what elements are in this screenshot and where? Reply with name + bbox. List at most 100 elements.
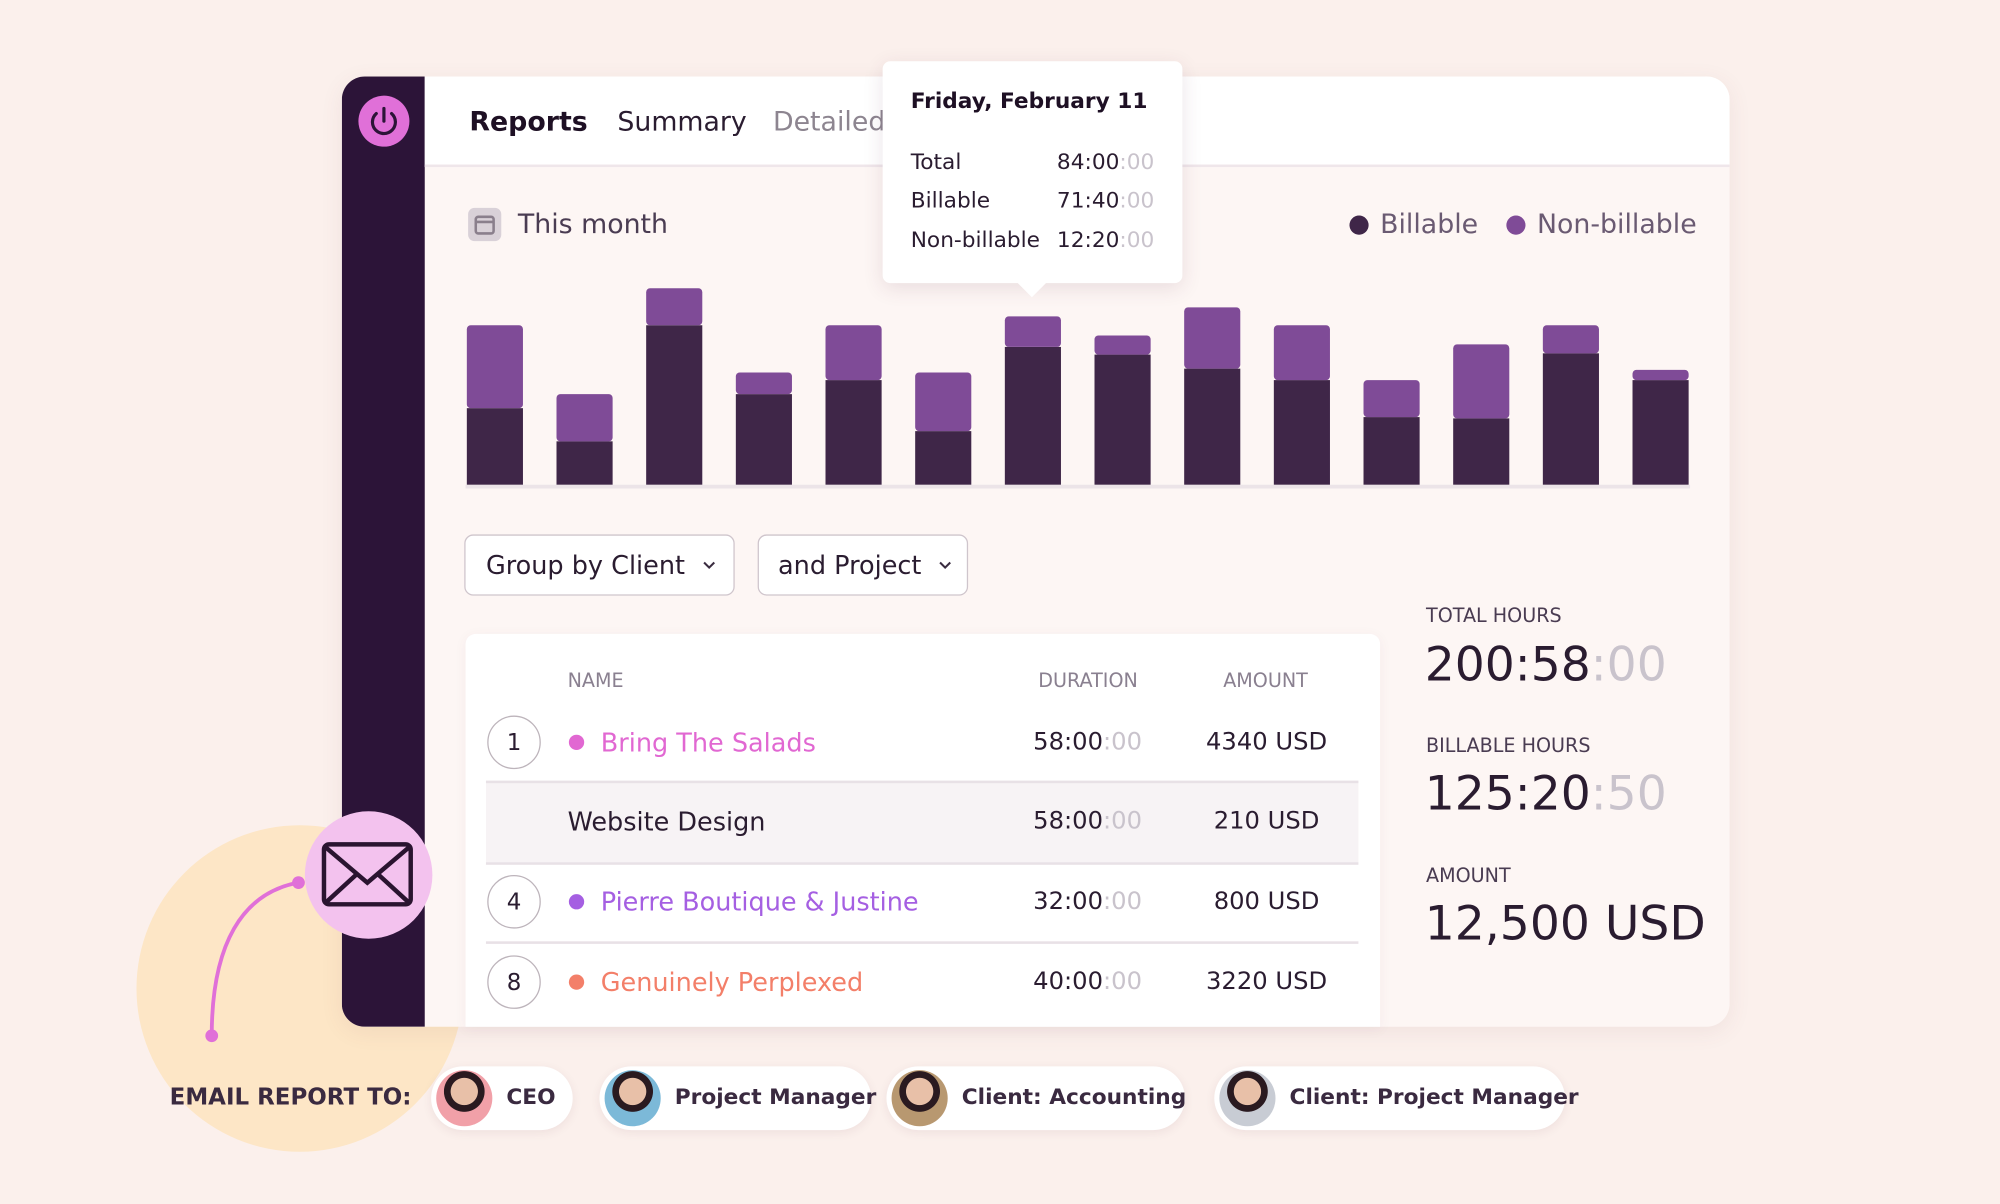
client-name[interactable]: Genuinely Perplexed xyxy=(600,966,864,998)
recipient-name: Client: Project Manager xyxy=(1289,1084,1579,1111)
divider xyxy=(485,780,1359,783)
period-label[interactable]: This month xyxy=(517,208,669,240)
chevron xyxy=(703,561,716,570)
email-connector xyxy=(205,876,305,1043)
dropdown[interactable] xyxy=(464,534,735,596)
seconds: :00 xyxy=(1119,188,1155,214)
tooltip-title: Friday, February 11 xyxy=(910,88,1148,115)
logo[interactable] xyxy=(358,95,410,147)
column-header: NAME xyxy=(567,668,624,692)
duration: 32:00:00 xyxy=(1033,887,1143,916)
amount: 4340 USD xyxy=(1205,727,1328,756)
tooltip-label: Billable xyxy=(910,188,991,214)
client-dot xyxy=(568,734,585,750)
bar-segment xyxy=(1273,380,1330,485)
bar-segment xyxy=(1184,307,1241,369)
project-name[interactable]: Website Design xyxy=(567,806,766,837)
duration-seconds: :00 xyxy=(1103,967,1143,996)
bar-segment xyxy=(1363,380,1420,418)
duration-main: 58:00 xyxy=(1033,806,1104,835)
row-number-text: 4 xyxy=(506,888,522,916)
client-name[interactable]: Pierre Boutique & Justine xyxy=(600,886,919,918)
bar-segment xyxy=(1004,346,1061,485)
avatar xyxy=(891,1070,948,1127)
bar-segment xyxy=(646,325,703,485)
row-number-text: 1 xyxy=(506,728,522,756)
seconds: :00 xyxy=(1119,149,1155,176)
legend-label: Billable xyxy=(1380,208,1479,240)
bar-segment xyxy=(735,372,792,395)
recipient-name: Client: Accounting xyxy=(961,1084,1187,1111)
duration-seconds: :00 xyxy=(1103,887,1143,916)
tooltip-label: Total xyxy=(910,149,962,176)
stat-seconds: :50 xyxy=(1590,765,1667,821)
divider xyxy=(485,862,1359,865)
bar-segment xyxy=(466,408,523,485)
row-number-text: 8 xyxy=(506,968,522,996)
stat-main: 125:20 xyxy=(1424,765,1591,821)
duration: 58:00:00 xyxy=(1033,809,1142,833)
dropdown[interactable] xyxy=(757,534,969,596)
tooltip-value: 71:40:00 xyxy=(1057,188,1155,214)
bar-segment xyxy=(825,380,882,485)
avatar xyxy=(604,1070,661,1127)
amount: 800 USD xyxy=(1213,887,1320,916)
bar-segment xyxy=(1094,354,1151,485)
bar-segment xyxy=(1453,418,1510,485)
row-number: 1 xyxy=(487,715,541,770)
dropdown-label[interactable]: and Project xyxy=(778,549,922,581)
tab[interactable]: Reports xyxy=(469,106,588,138)
legend-dot xyxy=(1349,215,1369,235)
email-label: EMAIL REPORT TO: xyxy=(169,1084,412,1111)
divider xyxy=(485,941,1359,944)
bar-segment xyxy=(556,394,613,442)
stat-main: 200:58 xyxy=(1424,637,1591,692)
tooltip-value: 84:00:00 xyxy=(1057,152,1154,174)
duration: 40:00:00 xyxy=(1033,967,1143,996)
client-name[interactable]: Bring The Salads xyxy=(600,727,816,758)
recipient-name: Project Manager xyxy=(674,1084,877,1111)
tab[interactable]: Detailed xyxy=(772,106,886,138)
stat-label: AMOUNT xyxy=(1426,864,1511,888)
envelope-icon xyxy=(321,842,413,907)
legend-dot xyxy=(1506,215,1526,235)
time: 84:00 xyxy=(1056,149,1120,176)
client-dot xyxy=(568,894,585,910)
time: 12:20 xyxy=(1056,227,1120,254)
bar-segment xyxy=(1542,353,1599,485)
bar-segment xyxy=(1453,344,1510,419)
calendar-icon xyxy=(468,207,502,242)
row-highlight xyxy=(485,781,1359,863)
row-number: 4 xyxy=(487,874,541,929)
stat-value: 12,500 USD xyxy=(1424,896,1706,951)
duration-seconds: :00 xyxy=(1103,727,1143,756)
email-button[interactable] xyxy=(304,811,433,939)
client-dot xyxy=(568,974,585,990)
stat-seconds: :00 xyxy=(1590,637,1667,692)
bar-segment xyxy=(1273,325,1330,381)
legend-label: Non-billable xyxy=(1536,208,1697,240)
bar-segment xyxy=(915,372,972,432)
column-header: DURATION xyxy=(1038,668,1138,692)
bar-segment xyxy=(1542,325,1599,354)
dropdown-label[interactable]: Group by Client xyxy=(485,549,686,581)
bar-segment xyxy=(646,288,703,326)
row-number: 8 xyxy=(487,955,541,1009)
tab[interactable]: Summary xyxy=(617,106,747,138)
bar-segment xyxy=(825,325,882,381)
tooltip-value: 12:20:00 xyxy=(1057,230,1154,252)
duration-seconds: :00 xyxy=(1103,806,1143,835)
tooltip-label: Non-billable xyxy=(910,227,1041,254)
bar-segment xyxy=(1632,369,1689,381)
bar-chart xyxy=(465,288,1691,489)
bar-segment xyxy=(1363,417,1420,485)
duration-main: 58:00 xyxy=(1033,727,1104,756)
duration-main: 40:00 xyxy=(1033,967,1104,996)
tooltip xyxy=(882,61,1183,284)
bar-segment xyxy=(466,325,523,409)
bar-segment xyxy=(1632,380,1689,485)
amount: 3220 USD xyxy=(1205,967,1328,996)
recipient-name: CEO xyxy=(506,1084,556,1111)
stat-label: BILLABLE HOURS xyxy=(1426,734,1591,758)
